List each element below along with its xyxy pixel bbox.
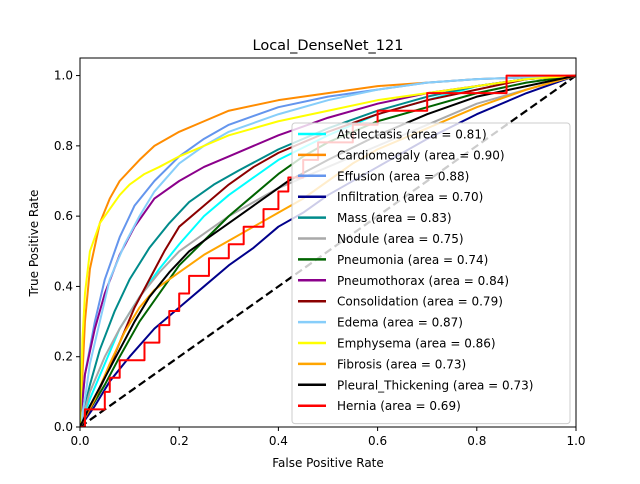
legend: Atelectasis (area = 0.81) Cardiomegaly (a… [291,122,571,425]
roc-curve-12 [80,74,576,427]
roc-curve-6 [80,74,576,427]
x-tick-label: 0.2 [170,434,189,448]
legend-label: Fibrosis (area = 0.73) [337,357,466,371]
y-tick-label: 1.0 [54,69,73,83]
legend-label: Pneumothorax (area = 0.84) [337,274,509,288]
axes-frame [79,57,577,428]
legend-label: Cardiomegaly (area = 0.90) [337,148,505,162]
roc-curve-9 [80,74,576,427]
x-tick-label: 0.8 [467,434,486,448]
x-tick-label: 1.0 [566,434,585,448]
chart-title: Local_DenseNet_121 [253,38,404,54]
y-tick-label: 0.4 [54,279,73,293]
plot-area [79,57,577,428]
legend-label: Infiltration (area = 0.70) [337,190,483,204]
legend-label: Edema (area = 0.87) [337,316,463,330]
x-axis-ticks: 0.0 0.2 0.4 0.6 0.8 1.0 [70,427,586,448]
x-tick-label: 0.4 [269,434,288,448]
legend-label: Pneumonia (area = 0.74) [337,253,488,267]
legend-box [291,122,571,425]
legend-label: Effusion (area = 0.88) [337,169,469,183]
series-lines [80,74,576,427]
y-tick-label: 0.0 [54,420,73,434]
legend-label: Emphysema (area = 0.86) [337,337,496,351]
legend-label: Hernia (area = 0.69) [337,399,461,413]
y-tick-label: 0.8 [54,139,73,153]
legend-label: Mass (area = 0.83) [337,211,452,225]
y-axis-label: True Positive Rate [27,190,41,298]
x-tick-label: 0.6 [368,434,387,448]
legend-label: Pleural_Thickening (area = 0.73) [337,378,533,392]
x-tick-label: 0.0 [70,434,89,448]
y-tick-label: 0.2 [54,350,73,364]
y-tick-label: 0.6 [54,209,73,223]
y-axis-ticks: 0.0 0.2 0.4 0.6 0.8 1.0 [54,69,80,434]
roc-curve-10 [80,74,576,427]
roc-curve-0 [80,74,576,427]
legend-label: Nodule (area = 0.75) [337,232,464,246]
legend-label: Consolidation (area = 0.79) [337,295,503,309]
x-axis-label: False Positive Rate [272,456,384,470]
legend-label: Atelectasis (area = 0.81) [337,128,487,142]
